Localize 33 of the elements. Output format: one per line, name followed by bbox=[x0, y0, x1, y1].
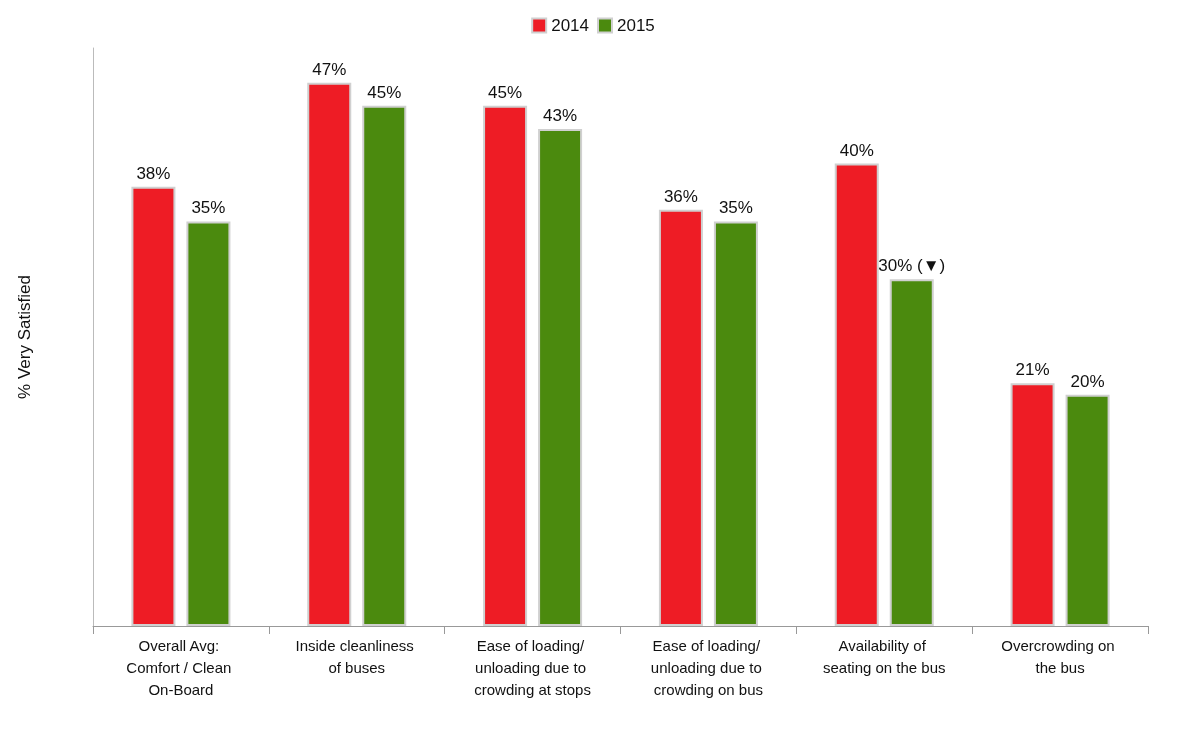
data-label: 40% bbox=[839, 140, 874, 160]
data-label: 47% bbox=[312, 59, 347, 79]
data-label: 35% bbox=[191, 198, 226, 218]
data-label: 38% bbox=[136, 163, 171, 183]
bar bbox=[1065, 394, 1110, 626]
x-tick-label: Ease of loading/ unloading due to crowding at stops bbox=[474, 636, 591, 698]
bar bbox=[131, 186, 176, 626]
bar bbox=[889, 279, 934, 626]
x-tick-label: Inside cleanliness of buses bbox=[295, 636, 419, 676]
legend-label: 2014 bbox=[551, 16, 590, 35]
bar bbox=[834, 163, 879, 626]
bar bbox=[483, 105, 528, 626]
data-label: 36% bbox=[663, 186, 698, 206]
bar bbox=[658, 209, 703, 626]
data-label: 30% (▼) bbox=[878, 256, 946, 276]
data-label: 20% bbox=[1070, 371, 1105, 391]
y-axis-title: % Very Satisfied bbox=[15, 275, 34, 399]
x-tick-label: Ease of loading/ unloading due to crowding on bus bbox=[650, 636, 766, 698]
data-label: 45% bbox=[488, 82, 523, 102]
data-label: 45% bbox=[367, 82, 402, 102]
data-label: 21% bbox=[1015, 360, 1050, 380]
bar bbox=[362, 105, 407, 626]
bar bbox=[1010, 383, 1055, 626]
bar bbox=[538, 128, 583, 626]
data-label: 35% bbox=[718, 198, 753, 218]
bar bbox=[713, 221, 758, 626]
legend-label: 2015 bbox=[617, 16, 655, 35]
data-label: 43% bbox=[543, 105, 578, 125]
bar bbox=[307, 82, 352, 626]
x-tick-label: Availability of seating on the bus bbox=[822, 636, 946, 676]
bar bbox=[186, 221, 231, 626]
x-tick-label: Overall Avg: Comfort / Clean On-Board bbox=[126, 636, 236, 698]
x-tick-label: Overcrowding on the bus bbox=[1001, 636, 1119, 676]
